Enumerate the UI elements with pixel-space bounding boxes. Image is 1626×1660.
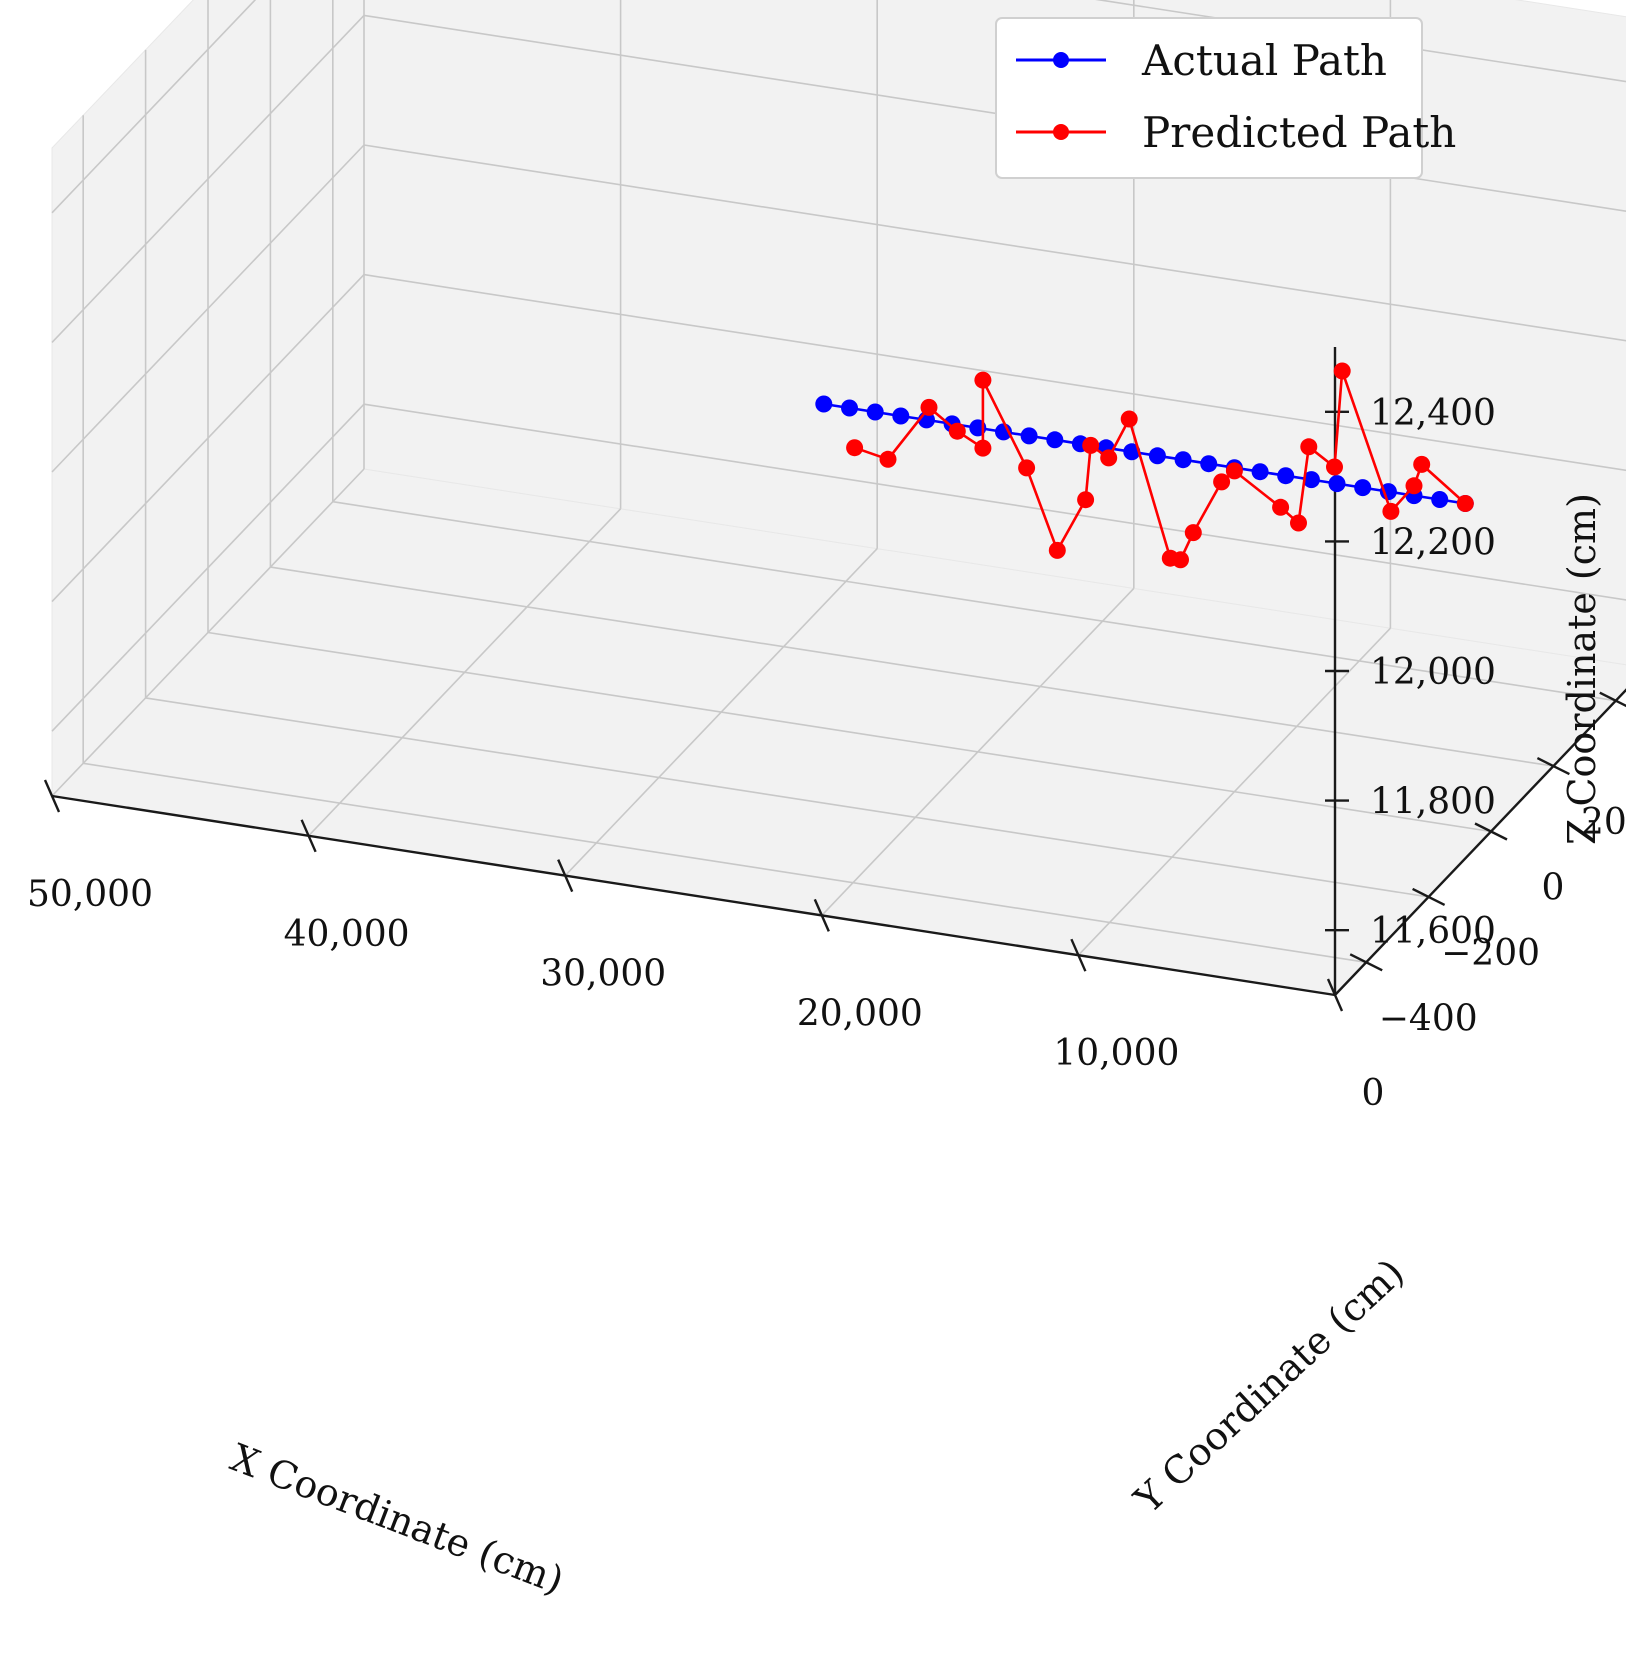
grid-z-side-3: [51, 14, 365, 343]
point-predicted-path-3: [1382, 502, 1400, 520]
z-tick-label-0: 11,600: [1370, 911, 1496, 952]
point-predicted-path-16: [1082, 436, 1100, 454]
point-predicted-path-7: [1290, 514, 1307, 532]
point-predicted-path-22: [948, 422, 966, 440]
legend-predicted-marker: [1053, 124, 1069, 140]
point-predicted-path-11: [1184, 524, 1202, 542]
point-predicted-path-24: [879, 450, 897, 468]
x-tick-4: [300, 819, 317, 853]
point-actual-path-8: [1251, 463, 1269, 481]
y-axis-label: Y Coordinate (cm): [1125, 1250, 1412, 1522]
x-axis-line: [51, 794, 1336, 997]
y-tick-3: [1536, 757, 1570, 776]
z-tick-label-3: 12,200: [1370, 522, 1496, 563]
point-predicted-path-13: [1161, 549, 1179, 567]
chart-series: [815, 362, 1474, 569]
chart-panes: [50, 0, 1626, 996]
point-actual-path-25: [815, 395, 833, 413]
y-tick-label-3: 200: [1581, 802, 1626, 843]
x-tick-0: [1326, 978, 1344, 1012]
point-actual-path-11: [1174, 451, 1192, 469]
grid-z-back-0: [363, 403, 1626, 601]
x-tick-1: [1070, 938, 1087, 972]
point-predicted-path-10: [1213, 473, 1231, 491]
chart-grid: [51, 0, 1626, 996]
point-actual-path-24: [841, 399, 858, 417]
grid-z-side-2: [51, 144, 365, 473]
point-predicted-path-17: [1077, 491, 1095, 509]
legend-predicted-label: Predicted Path: [1142, 108, 1456, 157]
point-actual-path-6: [1302, 471, 1320, 489]
x-tick-label-5: 50,000: [27, 874, 153, 915]
legend-actual-label: Actual Path: [1141, 36, 1387, 85]
grid-y-floor-2: [207, 631, 1492, 833]
x-tick-label-3: 30,000: [540, 954, 666, 995]
point-predicted-path-21: [974, 439, 992, 457]
z-axis-label: Z Coordinate (cm): [1560, 493, 1604, 845]
x-axis-label: X Coordinate (cm): [225, 1435, 570, 1602]
legend: Actual Path Predicted Path: [995, 17, 1456, 179]
point-actual-path-23: [866, 403, 884, 421]
y-tick-label-2: 0: [1542, 868, 1565, 909]
x-tick-5: [43, 779, 61, 813]
y-tick-0: [1349, 953, 1383, 972]
point-predicted-path-14: [1120, 410, 1138, 428]
point-predicted-path-18: [1048, 541, 1066, 559]
point-predicted-path-15: [1100, 449, 1118, 467]
point-actual-path-5: [1328, 475, 1346, 493]
point-predicted-path-19: [1018, 459, 1036, 477]
legend-box: [995, 17, 1423, 179]
point-actual-path-17: [1020, 427, 1038, 445]
point-actual-path-22: [892, 407, 910, 425]
grid-z-side-1: [51, 274, 365, 603]
point-actual-path-1: [1431, 491, 1449, 508]
x-tick-label-2: 20,000: [797, 993, 923, 1034]
point-actual-path-13: [1123, 443, 1141, 461]
point-predicted-path-23: [920, 398, 938, 416]
grid-y-floor-4: [332, 500, 1616, 702]
point-actual-path-16: [1046, 431, 1064, 449]
y-tick-2: [1474, 822, 1508, 841]
z-tick-label-4: 12,400: [1370, 393, 1496, 434]
x-tick-label-4: 40,000: [284, 914, 410, 955]
point-predicted-path-4: [1333, 362, 1351, 380]
x-tick-label-1: 10,000: [1053, 1033, 1179, 1074]
point-predicted-path-5: [1326, 458, 1343, 476]
x-tick-label-0: 0: [1362, 1073, 1385, 1114]
point-predicted-path-25: [846, 439, 864, 457]
y-tick-4: [1599, 691, 1626, 708]
point-predicted-path-2: [1405, 477, 1423, 495]
series-predicted-path: [846, 362, 1474, 569]
grid-y-floor-3: [270, 566, 1554, 767]
point-actual-path-12: [1148, 447, 1166, 465]
grid-z-side-0: [51, 403, 365, 732]
grid-z-side-4: [51, 0, 257, 214]
point-predicted-path-0: [1456, 495, 1474, 512]
point-actual-path-10: [1200, 455, 1218, 473]
y-tick-1: [1412, 887, 1446, 906]
grid-y-floor-1: [145, 697, 1429, 898]
grid-z-back-1: [363, 273, 1626, 472]
x-tick-3: [557, 859, 574, 893]
grid-z-back-4: [1095, 0, 1626, 83]
y-tick-label-1: −200: [1441, 933, 1540, 974]
point-predicted-path-8: [1272, 498, 1290, 516]
point-predicted-path-9: [1225, 462, 1243, 480]
legend-actual-marker: [1053, 52, 1069, 68]
y-tick-label-0: −400: [1379, 998, 1478, 1039]
point-predicted-path-1: [1413, 455, 1431, 473]
point-actual-path-7: [1277, 467, 1295, 485]
z-tick-label-2: 12,000: [1370, 652, 1496, 693]
z-tick-label-1: 11,800: [1370, 782, 1496, 823]
point-actual-path-4: [1354, 479, 1372, 497]
x-tick-2: [813, 898, 830, 932]
grid-y-floor-0: [83, 762, 1367, 964]
point-predicted-path-20: [974, 371, 992, 389]
point-predicted-path-6: [1300, 438, 1318, 456]
chart-ticks: 010,00020,00030,00040,00050,000−400−2000…: [27, 393, 1626, 1114]
grid-z-back-2: [363, 144, 1626, 342]
